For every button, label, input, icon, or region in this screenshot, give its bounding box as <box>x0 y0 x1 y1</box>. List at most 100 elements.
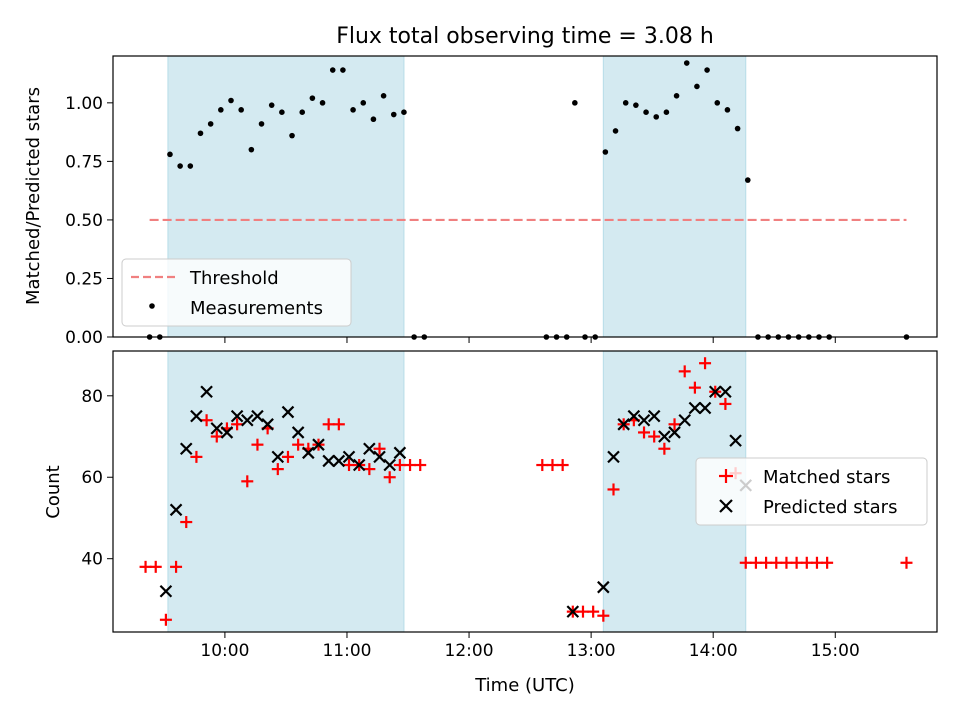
bottom-y-axis: 40 60 80 <box>81 387 113 570</box>
x-stroke <box>312 438 325 451</box>
matched-star-point <box>810 556 823 569</box>
measurement-point <box>279 109 285 115</box>
y-tick-label: 0.50 <box>65 211 103 231</box>
measurement-point <box>207 121 214 127</box>
predicted-star-point <box>729 434 742 447</box>
matched-star-point <box>190 450 203 463</box>
x-stroke <box>383 458 396 472</box>
matched-star-point <box>821 556 834 569</box>
y-tick-label: 0.25 <box>65 269 103 289</box>
predicted-star-point <box>352 458 366 472</box>
predicted-star-point <box>251 409 264 423</box>
bottom-y-axis-label: Count <box>43 465 64 518</box>
x-stroke <box>637 413 651 427</box>
predicted-star-point <box>647 409 661 423</box>
matched-star-point <box>587 605 600 618</box>
x-stroke <box>332 454 346 468</box>
measurement-point <box>350 107 356 113</box>
matched-star-point <box>699 357 712 370</box>
predicted-star-point <box>627 409 641 423</box>
matched-star-point <box>688 381 701 394</box>
predicted-star-point <box>261 418 274 431</box>
matched-star-point <box>648 430 661 443</box>
predicted-star-point <box>291 426 305 439</box>
matched-star-point <box>760 556 773 569</box>
y-tick-label: 60 <box>81 468 103 488</box>
matched-star-point <box>749 556 762 569</box>
predicted-star-point <box>179 442 193 456</box>
matched-star-point <box>292 438 305 451</box>
predicted-star-point <box>688 401 702 415</box>
measurement-point <box>683 60 690 66</box>
matched-star-point <box>770 556 783 569</box>
legend-predicted-label: Predicted stars <box>763 497 897 518</box>
predicted-star-point <box>241 413 254 427</box>
measurement-point <box>401 109 407 115</box>
y-tick-label: 40 <box>81 550 103 570</box>
matched-star-point <box>607 483 620 496</box>
x-stroke <box>352 458 366 472</box>
predicted-star-point <box>271 450 285 464</box>
predicted-star-point <box>719 385 732 399</box>
matched-star-point <box>363 463 376 476</box>
y-tick-label: 0.75 <box>65 152 103 172</box>
predicted-star-point <box>708 385 722 399</box>
x-stroke <box>169 503 183 517</box>
predicted-star-point <box>190 409 203 423</box>
matched-star-point <box>332 418 345 431</box>
measurement-point <box>622 100 629 106</box>
top-legend-box <box>121 258 352 327</box>
predicted-star-point <box>342 450 356 464</box>
predicted-star-point <box>312 438 325 451</box>
x-stroke <box>322 454 335 468</box>
predicted-star-point <box>159 584 173 598</box>
x-tick-label: 11:00 <box>322 641 371 661</box>
measurement-point <box>643 109 649 115</box>
legend-matched-swatch <box>719 469 733 483</box>
measurement-point <box>177 163 183 169</box>
matched-star-point <box>170 560 183 573</box>
measurement-point <box>329 67 336 73</box>
predicted-star-point <box>566 605 580 618</box>
top-y-axis-label: Matched/Predicted stars <box>23 87 44 305</box>
x-tick-label: 12:00 <box>445 641 494 661</box>
x-stroke <box>597 580 610 594</box>
matched-star-point <box>200 414 213 427</box>
measurement-point <box>167 151 173 158</box>
matched-star-point <box>800 556 813 569</box>
predicted-star-point <box>698 401 712 415</box>
matched-star-point <box>281 450 294 463</box>
predicted-star-point <box>637 413 651 427</box>
matched-star-point <box>149 560 162 573</box>
predicted-star-point <box>668 426 681 439</box>
predicted-star-point <box>678 413 691 427</box>
measurement-point <box>248 146 255 153</box>
chart-title: Flux total observing time = 3.08 h <box>336 24 714 49</box>
x-stroke <box>200 385 213 399</box>
x-stroke <box>627 409 641 423</box>
bottom-legend: Matched stars Predicted stars <box>695 457 928 526</box>
matched-star-point <box>383 471 396 484</box>
bottom-panel: 40 60 80 10:00 11:00 12:00 13:00 14:00 15:00 Co… <box>43 350 938 696</box>
matched-star-point <box>231 418 244 431</box>
matched-star-point <box>780 556 793 569</box>
matched-star-point <box>576 605 589 618</box>
matched-star-point <box>900 556 913 569</box>
legend-matched-label: Matched stars <box>763 467 890 488</box>
measurement-point <box>602 149 609 155</box>
measurement-point <box>612 128 619 134</box>
measurement-point <box>704 67 710 73</box>
x-axis-label: Time (UTC) <box>474 675 575 696</box>
measurement-point <box>370 116 377 123</box>
bottom-plot-frame <box>112 350 938 633</box>
bottom-x-axis: 10:00 11:00 12:00 13:00 14:00 15:00 <box>200 632 860 661</box>
x-stroke <box>719 385 732 399</box>
y-tick-label: 80 <box>81 387 103 407</box>
x-stroke <box>251 409 264 423</box>
x-stroke <box>220 426 234 439</box>
predicted-star-point <box>607 450 620 464</box>
x-stroke <box>179 442 193 456</box>
measurement-point <box>197 130 204 137</box>
x-stroke <box>678 413 691 427</box>
measurement-point <box>724 107 731 113</box>
